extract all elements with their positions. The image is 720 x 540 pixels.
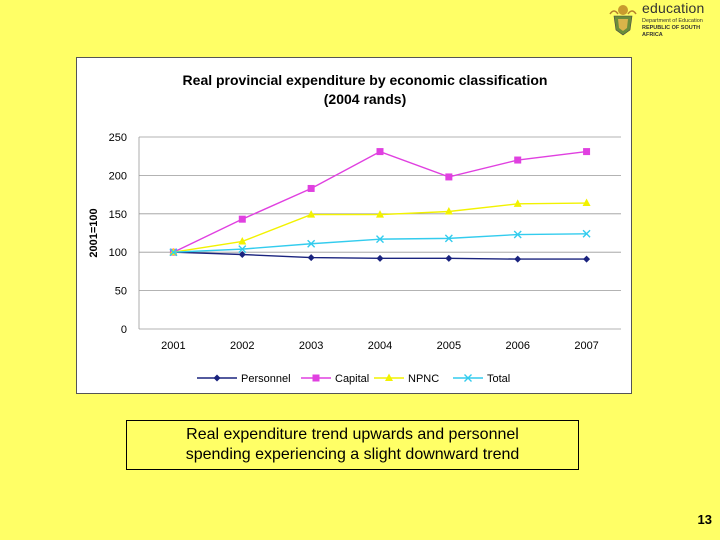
department-logo: education Department of Education REPUBL…	[608, 0, 720, 40]
chart-subtitle: (2004 rands)	[324, 91, 406, 107]
data-point-total	[444, 234, 453, 243]
data-point-personnel	[445, 254, 453, 262]
data-point-personnel	[376, 254, 384, 262]
legend-label-npnc: NPNC	[408, 373, 439, 385]
coat-of-arms-icon	[609, 5, 637, 36]
data-point-total	[513, 230, 522, 239]
x-tick-label: 2001	[161, 340, 185, 352]
legend-marker-total	[464, 374, 472, 382]
y-tick-label: 200	[109, 170, 127, 182]
data-point-personnel	[583, 255, 591, 263]
legend-marker-personnel	[213, 374, 221, 382]
caption-line-1: Real expenditure trend upwards and perso…	[186, 426, 519, 443]
data-point-total	[238, 245, 247, 254]
x-tick-label: 2007	[574, 340, 598, 352]
chart-container: Real provincial expenditure by economic …	[76, 57, 632, 394]
data-point-capital	[514, 156, 522, 164]
data-point-total	[169, 248, 178, 257]
y-tick-label: 0	[121, 324, 127, 336]
legend-label-total: Total	[487, 373, 510, 385]
legend-label-personnel: Personnel	[241, 373, 291, 385]
y-tick-label: 150	[109, 209, 127, 221]
x-tick-label: 2004	[368, 340, 392, 352]
y-tick-label: 100	[109, 247, 127, 259]
y-tick-label: 250	[109, 132, 127, 144]
chart-title: Real provincial expenditure by economic …	[183, 72, 548, 88]
data-point-personnel	[514, 255, 522, 263]
line-chart: Real provincial expenditure by economic …	[88, 72, 621, 385]
data-point-npnc	[444, 206, 453, 215]
page-number: 13	[697, 512, 712, 527]
data-point-capital	[307, 184, 315, 192]
data-point-total	[582, 229, 591, 238]
logo-department-text: Department of Education	[642, 18, 703, 24]
data-point-capital	[238, 215, 246, 223]
data-point-npnc	[513, 199, 522, 207]
data-point-personnel	[307, 254, 315, 262]
x-tick-label: 2003	[299, 340, 323, 352]
y-tick-label: 50	[115, 286, 127, 298]
data-point-capital	[376, 148, 384, 156]
legend-marker-npnc	[385, 373, 393, 381]
x-tick-label: 2005	[437, 340, 461, 352]
data-point-personnel	[238, 251, 246, 259]
logo-wordmark: education	[642, 0, 705, 16]
data-point-npnc	[376, 210, 384, 218]
data-point-npnc	[582, 198, 591, 207]
data-point-total	[307, 239, 316, 248]
logo-country-text: REPUBLIC OF SOUTH AFRICA	[642, 25, 701, 38]
data-point-capital	[583, 148, 591, 156]
x-tick-label: 2006	[505, 340, 529, 352]
legend-label-capital: Capital	[335, 373, 369, 385]
data-point-npnc	[238, 236, 247, 245]
x-tick-label: 2002	[230, 340, 254, 352]
y-axis-label: 2001=100	[88, 208, 100, 257]
caption-line-2: spending experiencing a slight downward …	[185, 446, 520, 463]
data-point-npnc	[307, 210, 316, 218]
legend-marker-capital	[312, 374, 320, 382]
data-point-capital	[445, 173, 453, 181]
data-point-total	[376, 235, 384, 244]
caption-box: Real expenditure trend upwards and perso…	[126, 420, 579, 470]
series-line-capital	[173, 150, 587, 253]
